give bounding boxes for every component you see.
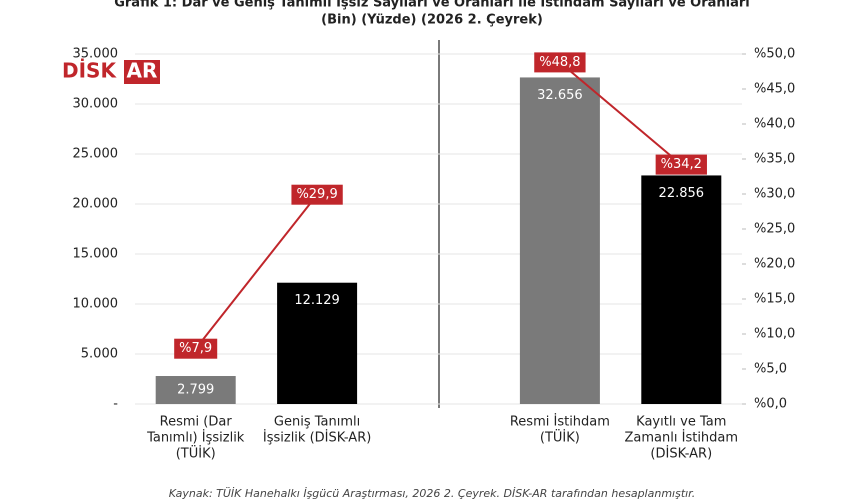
x-tick-label: Kayıtlı ve Tam (636, 415, 726, 430)
source-note: Kaynak: TÜİK Hanehalkı İşgücü Araştırmas… (169, 487, 695, 500)
bar (277, 282, 358, 404)
x-tick-label: Geniş Tanımlı (274, 415, 360, 430)
y-tick-label: - (113, 397, 118, 412)
bar-label: 2.799 (177, 383, 214, 398)
logo-box (124, 60, 160, 84)
bar (641, 175, 722, 404)
point-label-box (655, 154, 707, 175)
y-tick-label: 5.000 (81, 347, 118, 362)
point-label: %7,9 (179, 341, 212, 356)
point-label: %29,9 (296, 187, 337, 202)
y-tick-label: 35.000 (73, 47, 119, 62)
grid (135, 53, 742, 405)
bar-label: 22.856 (659, 186, 705, 201)
y2-tick-label: %45,0 (754, 82, 795, 97)
bar-label: 12.129 (294, 293, 340, 308)
y2-tick-label: %5,0 (754, 362, 787, 377)
y2-tick-label: %25,0 (754, 222, 795, 237)
chart-title: (Bin) (Yüzde) (2026 2. Çeyrek) (321, 13, 543, 28)
point-label-box (291, 184, 343, 205)
point-label: %34,2 (661, 157, 702, 172)
x-tick-label: Tanımlı) İşsizlik (146, 430, 245, 446)
chart-title: Grafik 1: Dar ve Geniş Tanımlı İşsiz Say… (114, 0, 750, 11)
y2-tick-label: %15,0 (754, 292, 795, 307)
y-tick-label: 25.000 (73, 147, 119, 162)
y-tick-label: 20.000 (73, 197, 119, 212)
x-tick-label: Resmi (Dar (160, 415, 233, 430)
logo: DİSK AR (62, 59, 160, 84)
x-tick-label: (TÜİK) (176, 445, 216, 462)
x-tick-label: (TÜİK) (540, 429, 580, 446)
y2-tick-label: %30,0 (754, 187, 795, 202)
y-tick-label: 15.000 (73, 247, 119, 262)
logo-text: AR (127, 59, 158, 83)
y-tick-label: 10.000 (73, 297, 119, 312)
x-tick-label: Zamanlı İstihdam (625, 430, 739, 446)
y-tick-label: 30.000 (73, 97, 119, 112)
y2-tick-label: %35,0 (754, 152, 795, 167)
point-label-box (534, 52, 586, 73)
bar (519, 77, 600, 404)
y2-tick-label: %0,0 (754, 397, 787, 412)
x-tick-label: Resmi İstihdam (510, 414, 610, 430)
y2-tick-label: %10,0 (754, 327, 795, 342)
logo-text: DİSK (62, 59, 117, 83)
y2-tick-label: %50,0 (754, 47, 795, 62)
x-tick-label: (DİSK-AR) (650, 446, 712, 462)
point-label: %48,8 (539, 55, 580, 70)
line (194, 61, 682, 350)
point-label-box (174, 338, 218, 359)
bar (155, 376, 236, 404)
x-tick-label: İşsizlik (DİSK-AR) (263, 430, 371, 446)
y2-tick-label: %20,0 (754, 257, 795, 272)
bar-label: 32.656 (537, 88, 583, 103)
y2-tick-label: %40,0 (754, 117, 795, 132)
